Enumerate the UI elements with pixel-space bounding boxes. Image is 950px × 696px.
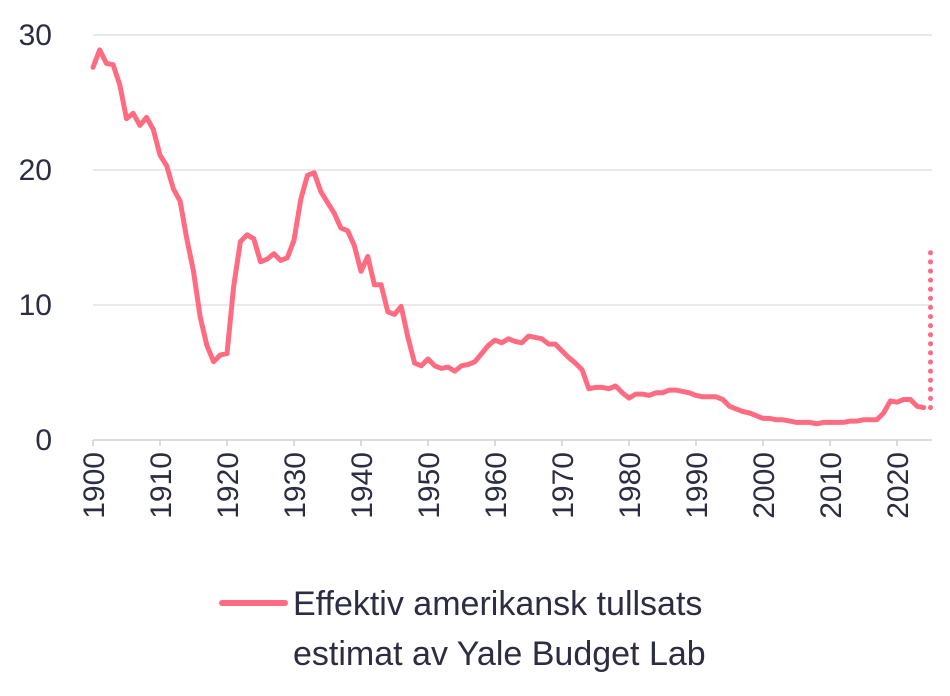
x-axis-tick-labels: 1900 1910 1920 1930 1940 1950 1960 1970 1980 1990… xyxy=(78,440,915,519)
legend: Effektiv amerikansk tullsats estimat av … xyxy=(219,585,706,673)
x-tick-label: 1970 xyxy=(547,452,580,519)
legend-label-line2: estimat av Yale Budget Lab xyxy=(293,635,706,673)
x-tick-label: 2000 xyxy=(748,452,781,519)
x-tick-label: 1940 xyxy=(346,452,379,519)
y-axis-tick-labels: 0 10 20 30 xyxy=(19,19,52,457)
x-tick-label: 1920 xyxy=(212,452,245,519)
x-tick-label: 2020 xyxy=(882,452,915,519)
series-lines xyxy=(90,47,933,427)
series-line-tariff-rate xyxy=(90,47,927,427)
x-tick-label: 1960 xyxy=(480,452,513,519)
legend-label-line1: Effektiv amerikansk tullsats xyxy=(293,585,702,623)
y-tick-label: 30 xyxy=(19,19,52,52)
x-tick-label: 1980 xyxy=(614,452,647,519)
x-tick-label: 1990 xyxy=(681,452,714,519)
y-tick-label: 0 xyxy=(35,424,52,457)
gridlines xyxy=(93,34,932,441)
x-tick-label: 1900 xyxy=(78,452,111,519)
x-tick-label: 1910 xyxy=(145,452,178,519)
x-tick-label: 1950 xyxy=(413,452,446,519)
x-tick-label: 2010 xyxy=(815,452,848,519)
y-tick-label: 10 xyxy=(19,289,52,322)
x-tick-label: 1930 xyxy=(279,452,312,519)
y-tick-label: 20 xyxy=(19,154,52,187)
